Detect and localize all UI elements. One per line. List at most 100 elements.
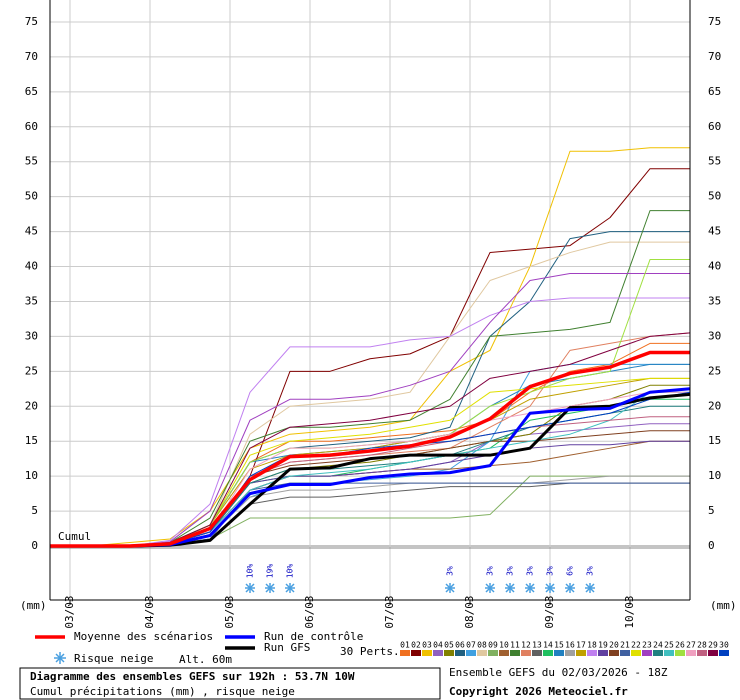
snow-marker: [545, 583, 555, 593]
snowflake-stroke: [485, 583, 495, 593]
snow-marker: [585, 583, 595, 593]
legend-swatch: [576, 650, 586, 656]
snow-label: 6%: [566, 566, 575, 576]
copyright: Copyright 2026 Meteociel.fr: [449, 685, 628, 698]
snowflake-stroke: [565, 583, 575, 593]
legend-swatch: [631, 650, 641, 656]
y-tick-label: 75: [25, 15, 38, 28]
series-line: [50, 350, 690, 548]
legend-label: 12: [521, 641, 531, 650]
legend-swatch: [708, 650, 718, 656]
legend-swatch: [675, 650, 685, 656]
y-tick-label: 65: [708, 85, 721, 98]
legend-swatch: [664, 650, 674, 656]
legend-swatch: [510, 650, 520, 656]
y-tick-label: 65: [25, 85, 38, 98]
snowflake-stroke: [265, 583, 275, 593]
legend-swatch: [697, 650, 707, 656]
snow-marker: [505, 583, 515, 593]
y-tick-label: 60: [25, 120, 38, 133]
y-tick-label: 15: [708, 434, 721, 447]
legend-label: 25: [664, 641, 674, 650]
snow-label: 3%: [446, 566, 455, 576]
x-tick-label: 04/03: [143, 595, 156, 628]
legend-label: 06: [455, 641, 465, 650]
legend-label: 15: [554, 641, 564, 650]
legend-swatch: [587, 650, 597, 656]
legend-label: 29: [708, 641, 718, 650]
y-tick-label: 35: [708, 294, 721, 307]
legend-label: 19: [598, 641, 608, 650]
legend-label: 10: [499, 641, 509, 650]
y-tick-label: 50: [708, 190, 721, 203]
x-tick-label: 06/03: [303, 595, 316, 628]
legend-label: Moyenne des scénarios: [74, 630, 213, 643]
legend-label: 03: [422, 641, 432, 650]
legend-swatch: [499, 650, 509, 656]
y-unit-right: (mm): [710, 599, 737, 612]
y-tick-label: 10: [708, 469, 721, 482]
legend-label: Risque neige: [74, 652, 153, 665]
legend-label: 04: [433, 641, 443, 650]
snowflake-stroke: [445, 583, 455, 593]
snowflake-stroke: [245, 583, 255, 593]
legend-label: 07: [466, 641, 476, 650]
snow-label: 10%: [286, 564, 295, 579]
legend-label: 14: [543, 641, 553, 650]
legend-swatch: [598, 650, 608, 656]
legend-swatch: [532, 650, 542, 656]
legend-swatch: [686, 650, 696, 656]
y-tick-label: 10: [25, 469, 38, 482]
y-tick-label: 50: [25, 190, 38, 203]
snow-label: 3%: [546, 566, 555, 576]
y-tick-label: 40: [708, 260, 721, 273]
y-tick-label: 5: [708, 504, 715, 517]
subtitle: Cumul précipitations (mm) , risque neige: [30, 685, 295, 698]
legend-label: 30: [719, 641, 729, 650]
x-tick-label: 09/03: [543, 595, 556, 628]
y-tick-label: 25: [708, 364, 721, 377]
snow-label: 3%: [526, 566, 535, 576]
legend-label: 11: [510, 641, 520, 650]
snow-label: 3%: [586, 566, 595, 576]
legend-swatch: [521, 650, 531, 656]
y-tick-label: 45: [25, 225, 38, 238]
legend-label: 02: [411, 641, 421, 650]
snowflake-stroke: [505, 583, 515, 593]
legend-label: 16: [565, 641, 575, 650]
y-tick-label: 0: [31, 539, 38, 552]
legend-label: 05: [444, 641, 454, 650]
legend-swatch: [422, 650, 432, 656]
y-tick-label: 45: [708, 225, 721, 238]
y-tick-label: 75: [708, 15, 721, 28]
y-tick-label: 40: [25, 260, 38, 273]
y-tick-label: 60: [708, 120, 721, 133]
y-tick-label: 55: [708, 155, 721, 168]
snow-legend-icon: [54, 652, 66, 664]
y-tick-label: 30: [708, 329, 721, 342]
x-tick-label: 10/03: [623, 595, 636, 628]
y-tick-label: 0: [708, 539, 715, 552]
legend-swatch: [433, 650, 443, 656]
y-unit-left: (mm): [20, 599, 47, 612]
legend-label: Run GFS: [264, 641, 310, 654]
x-tick-label: 05/03: [223, 595, 236, 628]
snow-marker: [245, 583, 255, 593]
legend-label: 28: [697, 641, 707, 650]
plot-area: [50, 0, 690, 600]
legend-label: 08: [477, 641, 487, 650]
legend-swatch: [466, 650, 476, 656]
snowflake-stroke: [585, 583, 595, 593]
run-info: Ensemble GEFS du 02/03/2026 - 18Z: [449, 666, 668, 679]
snow-marker: [565, 583, 575, 593]
legend-label: 26: [675, 641, 685, 650]
y-tick-label: 25: [25, 364, 38, 377]
x-tick-label: 07/03: [383, 595, 396, 628]
legend-swatch: [488, 650, 498, 656]
y-tick-label: 20: [25, 399, 38, 412]
legend-label: 27: [686, 641, 696, 650]
title-box: [19, 667, 441, 700]
y-tick-label: 30: [25, 329, 38, 342]
legend-swatch: [565, 650, 575, 656]
legend-label: 17: [576, 641, 586, 650]
